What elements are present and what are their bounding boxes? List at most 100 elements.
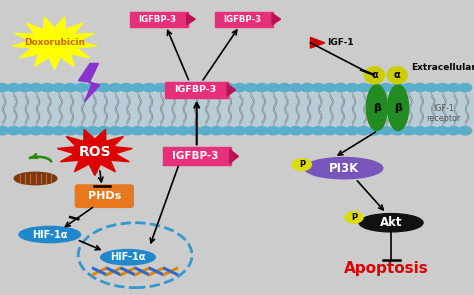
Circle shape: [29, 127, 43, 135]
Text: Doxorubicin: Doxorubicin: [24, 38, 85, 47]
Circle shape: [413, 83, 427, 92]
Circle shape: [301, 127, 314, 135]
Circle shape: [413, 127, 427, 135]
Ellipse shape: [345, 212, 363, 223]
Ellipse shape: [387, 67, 407, 84]
FancyBboxPatch shape: [163, 147, 231, 165]
Circle shape: [210, 127, 223, 135]
Circle shape: [266, 83, 280, 92]
Circle shape: [86, 83, 99, 92]
Circle shape: [346, 127, 359, 135]
Circle shape: [165, 127, 178, 135]
Circle shape: [233, 83, 246, 92]
Polygon shape: [310, 37, 325, 48]
Circle shape: [425, 127, 438, 135]
Ellipse shape: [292, 159, 311, 171]
Polygon shape: [12, 17, 97, 69]
Ellipse shape: [366, 85, 387, 131]
Circle shape: [255, 127, 269, 135]
Ellipse shape: [304, 158, 383, 179]
Circle shape: [18, 83, 32, 92]
Polygon shape: [230, 150, 238, 163]
Text: Extracellular: Extracellular: [411, 63, 474, 72]
Circle shape: [188, 83, 201, 92]
Circle shape: [380, 83, 393, 92]
Polygon shape: [78, 63, 100, 102]
Circle shape: [244, 127, 257, 135]
Circle shape: [97, 83, 110, 92]
Circle shape: [143, 127, 156, 135]
Text: Akt: Akt: [380, 216, 402, 229]
Circle shape: [289, 127, 302, 135]
Circle shape: [109, 127, 122, 135]
FancyBboxPatch shape: [130, 12, 188, 27]
Circle shape: [131, 83, 145, 92]
Circle shape: [75, 83, 88, 92]
Circle shape: [221, 127, 235, 135]
Circle shape: [154, 127, 167, 135]
Circle shape: [52, 83, 65, 92]
Circle shape: [64, 127, 77, 135]
Text: IGF-1: IGF-1: [327, 38, 354, 47]
Circle shape: [346, 83, 359, 92]
Circle shape: [357, 83, 370, 92]
Circle shape: [312, 83, 325, 92]
Circle shape: [402, 83, 415, 92]
Circle shape: [436, 83, 449, 92]
Ellipse shape: [365, 67, 384, 84]
Text: α: α: [394, 70, 401, 80]
Text: HIF-1α: HIF-1α: [32, 230, 67, 240]
Text: IGFBP-3: IGFBP-3: [173, 86, 216, 94]
Circle shape: [458, 83, 472, 92]
Circle shape: [0, 127, 9, 135]
Ellipse shape: [14, 172, 57, 185]
Circle shape: [143, 83, 156, 92]
Ellipse shape: [100, 250, 155, 265]
Circle shape: [301, 83, 314, 92]
Circle shape: [176, 83, 190, 92]
Circle shape: [165, 83, 178, 92]
Circle shape: [312, 127, 325, 135]
Circle shape: [266, 127, 280, 135]
Circle shape: [75, 127, 88, 135]
Text: Apoptosis: Apoptosis: [344, 261, 428, 276]
Circle shape: [380, 127, 393, 135]
Circle shape: [425, 83, 438, 92]
Text: ROS: ROS: [79, 145, 111, 159]
Polygon shape: [227, 84, 236, 96]
Text: HIF-1α: HIF-1α: [110, 252, 146, 262]
Text: P: P: [351, 213, 357, 222]
Ellipse shape: [19, 227, 81, 242]
Text: PI3K: PI3K: [328, 162, 359, 175]
Circle shape: [41, 127, 54, 135]
Circle shape: [131, 127, 145, 135]
Circle shape: [120, 83, 133, 92]
Circle shape: [199, 127, 212, 135]
FancyBboxPatch shape: [0, 93, 474, 125]
Text: β: β: [394, 103, 402, 113]
Text: PHDs: PHDs: [88, 191, 121, 201]
Circle shape: [86, 127, 99, 135]
Circle shape: [402, 127, 415, 135]
Circle shape: [334, 127, 347, 135]
Circle shape: [7, 83, 20, 92]
Circle shape: [458, 127, 472, 135]
Circle shape: [109, 83, 122, 92]
Circle shape: [357, 127, 370, 135]
Ellipse shape: [359, 214, 423, 232]
Circle shape: [154, 83, 167, 92]
Text: IGFBP-3: IGFBP-3: [223, 15, 261, 24]
Circle shape: [391, 83, 404, 92]
Circle shape: [233, 127, 246, 135]
Circle shape: [52, 127, 65, 135]
Circle shape: [278, 127, 291, 135]
Circle shape: [199, 83, 212, 92]
Circle shape: [289, 83, 302, 92]
Circle shape: [368, 127, 382, 135]
Text: β: β: [373, 103, 381, 113]
Text: IGF-1
receptor: IGF-1 receptor: [426, 104, 460, 123]
Circle shape: [0, 83, 9, 92]
Circle shape: [18, 127, 32, 135]
Circle shape: [447, 83, 460, 92]
Circle shape: [97, 127, 110, 135]
